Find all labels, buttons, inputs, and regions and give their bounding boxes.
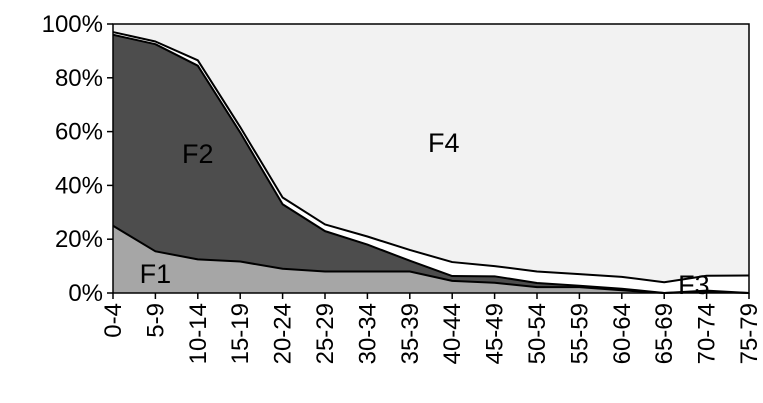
area-f1 — [113, 225, 749, 293]
x-tick-label: 35-39 — [397, 303, 424, 364]
x-tick-label: 0-4 — [100, 303, 127, 338]
series-label-f3: F3 — [678, 270, 710, 300]
x-tick-label: 40-44 — [439, 303, 466, 364]
x-tick-label: 60-64 — [609, 303, 636, 364]
boundary-line-f2 — [112, 33, 750, 294]
area-f4 — [113, 24, 749, 283]
x-axis: 0-4 5-9 10-14 15-19 20-24 25-29 30-34 35-39 40-4… — [100, 293, 763, 364]
y-tick-label: 80% — [55, 65, 103, 92]
y-tick-label: 100% — [42, 11, 103, 38]
x-tick-label: 5-9 — [142, 303, 169, 338]
x-tick-label: 65-69 — [651, 303, 678, 364]
plot-border — [112, 23, 750, 294]
x-tick-label: 30-34 — [354, 303, 381, 364]
series-labels: F1 F2 F3 F4 — [140, 128, 710, 300]
series-boundary-lines — [112, 31, 750, 294]
x-tick-label: 75-79 — [736, 303, 763, 364]
series-label-f2: F2 — [182, 139, 214, 169]
x-tick-label: 15-19 — [227, 303, 254, 364]
x-tick-label: 10-14 — [185, 303, 212, 364]
area-f2 — [113, 34, 749, 293]
x-tick-label: 20-24 — [270, 303, 297, 364]
y-tick-label: 20% — [55, 226, 103, 253]
x-tick-label: 50-54 — [524, 303, 551, 364]
boundary-line-f3 — [112, 31, 750, 284]
x-tick-label: 25-29 — [312, 303, 339, 364]
y-tick-label: 60% — [55, 119, 103, 146]
series-label-f4: F4 — [428, 128, 460, 158]
x-tick-label: 45-49 — [482, 303, 509, 364]
x-tick-label: 55-59 — [566, 303, 593, 364]
series-areas — [113, 24, 749, 293]
y-tick-label: 40% — [55, 172, 103, 199]
y-tick-label: 0% — [68, 280, 103, 307]
series-label-f1: F1 — [140, 259, 172, 289]
x-tick-label: 70-74 — [694, 303, 721, 364]
y-axis: 0% 20% 40% 60% 80% 100% — [42, 11, 113, 307]
